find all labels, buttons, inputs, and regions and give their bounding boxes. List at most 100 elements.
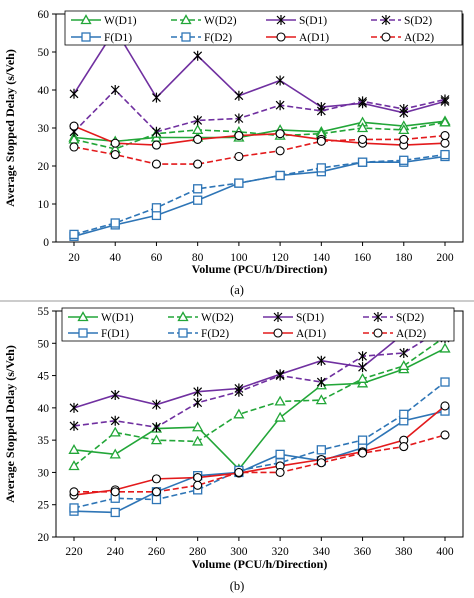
- legend-label: S(D1): [296, 312, 324, 324]
- x-tick-label: 380: [395, 546, 413, 558]
- series-fd1: [69, 151, 450, 241]
- y-tick-label: 20: [38, 532, 50, 544]
- legend-item: S(D2): [363, 312, 424, 324]
- data-point: [399, 409, 409, 419]
- data-point: [316, 458, 326, 468]
- data-point: [110, 415, 120, 426]
- data-point: [193, 480, 203, 490]
- x-tick-label: 180: [395, 252, 413, 264]
- series-fd2: [69, 149, 450, 240]
- series-sd2: [69, 85, 450, 137]
- y-tick-label: 40: [38, 85, 50, 97]
- series-line: [73, 134, 446, 165]
- y-tick-label: 30: [38, 467, 50, 479]
- data-point: [358, 448, 368, 458]
- legend-item: W(D2): [171, 14, 237, 27]
- data-point: [316, 163, 326, 173]
- series-ad1: [69, 401, 450, 500]
- data-point: [275, 449, 285, 459]
- legend-item: S(D2): [371, 15, 432, 27]
- y-tick-label: 60: [38, 9, 50, 21]
- data-point: [440, 401, 450, 411]
- data-point: [110, 85, 120, 95]
- data-point: [358, 134, 368, 144]
- legend-marker: [381, 15, 391, 25]
- legend-marker: [373, 328, 383, 338]
- data-point: [275, 129, 285, 139]
- x-tick-label: 320: [271, 546, 289, 558]
- x-tick-label: 400: [436, 546, 454, 558]
- legend-item: S(D1): [266, 15, 327, 27]
- legend-item: A(D2): [363, 328, 426, 340]
- data-point: [151, 159, 161, 169]
- data-point: [69, 487, 79, 497]
- legend-marker: [178, 328, 188, 338]
- legend-label: A(D1): [299, 32, 329, 44]
- x-tick-label: 80: [192, 252, 204, 264]
- data-point: [275, 170, 285, 181]
- data-point: [69, 420, 79, 431]
- y-tick-label: 25: [38, 500, 50, 512]
- data-point: [275, 370, 285, 381]
- x-tick-label: 340: [313, 546, 331, 558]
- data-point: [110, 507, 120, 518]
- legend-label: W(D1): [101, 312, 134, 324]
- data-point: [440, 94, 450, 105]
- data-point: [152, 399, 161, 410]
- legend-item: A(D1): [266, 32, 329, 44]
- series-wd2: [68, 331, 451, 471]
- data-point: [69, 121, 79, 131]
- x-tick-label: 120: [271, 252, 289, 264]
- data-point: [233, 408, 245, 419]
- data-point: [316, 355, 326, 366]
- data-point: [192, 435, 204, 446]
- legend-item: W(D1): [71, 14, 137, 27]
- x-tick-label: 260: [148, 546, 166, 558]
- panel-a-label: (a): [230, 283, 244, 297]
- y-tick-label: 50: [38, 338, 50, 350]
- data-point: [69, 142, 79, 152]
- data-point: [275, 467, 285, 477]
- x-tick-label: 360: [354, 546, 372, 558]
- data-point: [193, 397, 203, 408]
- data-point: [234, 151, 244, 162]
- data-point: [193, 134, 203, 144]
- panel-b-label: (b): [230, 579, 245, 593]
- y-tick-label: 50: [38, 47, 50, 59]
- data-point: [110, 487, 120, 497]
- data-point: [440, 138, 450, 148]
- x-tick-label: 200: [436, 252, 454, 264]
- data-point: [193, 115, 203, 126]
- data-point: [439, 116, 451, 127]
- data-point: [151, 203, 162, 213]
- series-ad2: [69, 131, 450, 169]
- legend-label: F(D1): [104, 32, 132, 44]
- data-point: [399, 134, 409, 144]
- legend-marker: [180, 14, 192, 25]
- data-point: [152, 126, 161, 137]
- data-point: [193, 473, 203, 483]
- data-point: [192, 421, 204, 432]
- legend-item: F(D1): [71, 32, 132, 44]
- data-point: [316, 445, 326, 455]
- legend: W(D1) W(D2) S(D1) S(D2) F(D1) F(D2) A(D1) A(D2): [61, 307, 455, 342]
- data-point: [358, 362, 367, 373]
- legend-marker: [181, 32, 191, 42]
- x-tick-label: 280: [189, 546, 207, 558]
- data-point: [69, 503, 79, 513]
- data-point: [110, 218, 120, 228]
- chart-panel-b: (b) 20 25 30 35 40 45 50 55 220 240 260 280 300 320 34…: [3, 306, 464, 593]
- data-point: [109, 448, 121, 459]
- legend-label: A(D1): [296, 328, 326, 340]
- data-point: [151, 487, 161, 497]
- y-axis-label: Average Stopped Delay (s/Veh): [3, 345, 17, 503]
- series-line: [73, 27, 446, 114]
- legend-label: S(D1): [299, 15, 327, 27]
- legend-marker: [373, 312, 383, 322]
- data-point: [151, 494, 162, 505]
- x-tick-label: 20: [68, 252, 80, 264]
- legend-item: S(D1): [263, 312, 324, 324]
- legend-item: W(D2): [168, 311, 234, 324]
- series-line: [73, 120, 446, 143]
